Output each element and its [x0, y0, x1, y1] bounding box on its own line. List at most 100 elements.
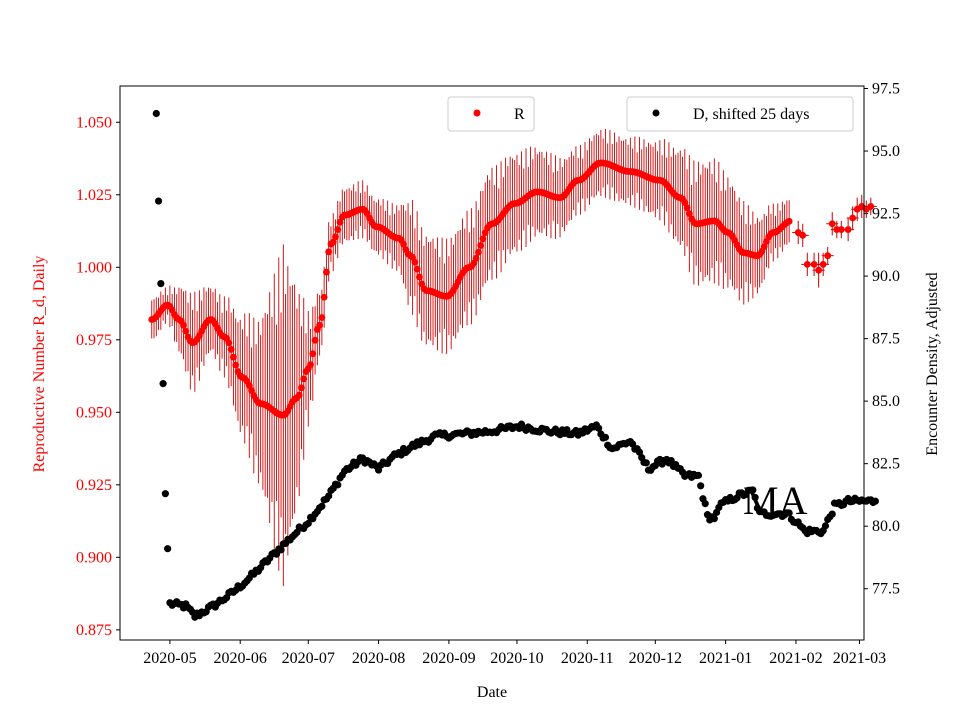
right-y-tick-label: 77.5	[872, 581, 900, 598]
r-point	[819, 260, 827, 268]
r-point	[298, 384, 305, 392]
r-series-points	[148, 159, 793, 419]
d-point	[697, 482, 705, 490]
r-point	[477, 242, 485, 249]
r-point	[329, 238, 337, 246]
r-point	[323, 268, 330, 276]
r-point	[336, 218, 344, 226]
left-y-axis-label: Reproductive Number R_d, Daily	[31, 256, 48, 473]
r-point	[683, 204, 691, 212]
d-point	[293, 528, 301, 537]
d-point	[635, 448, 644, 456]
d-point	[595, 424, 603, 432]
r-point	[295, 391, 303, 399]
r-point	[232, 361, 240, 369]
r-point	[225, 339, 233, 347]
right-y-tick-label: 92.5	[872, 206, 900, 223]
d-point	[154, 197, 163, 205]
r-point	[803, 260, 811, 268]
d-point	[325, 492, 333, 500]
r-point	[307, 361, 314, 369]
r-point	[416, 273, 423, 281]
legend-d-label: D, shifted 25 days	[693, 106, 809, 123]
r-point	[332, 233, 339, 241]
left-y-tick-label: 0.925	[76, 477, 112, 494]
d-point	[701, 500, 709, 508]
d-point	[334, 481, 342, 489]
d-point	[164, 545, 172, 553]
r-point	[472, 254, 480, 262]
left-y-tick-label: 1.000	[76, 259, 112, 276]
r-point	[400, 240, 407, 248]
r-point	[318, 314, 326, 321]
d-point	[601, 433, 610, 441]
r-point	[849, 214, 857, 222]
right-y-tick-label: 85.0	[872, 393, 900, 410]
left-y-tick-label: 0.900	[76, 549, 112, 566]
legend-r-box	[447, 96, 535, 132]
d-point	[159, 380, 167, 388]
r-point	[309, 350, 317, 358]
d-point	[318, 502, 326, 510]
d-point	[157, 279, 165, 288]
r-point	[300, 375, 308, 383]
r-point	[227, 346, 235, 353]
r-point	[681, 199, 689, 206]
legend-d-box	[626, 96, 854, 132]
r-point	[837, 226, 845, 233]
left-y-axis-ticks: 0.875 0.900 0.925 0.950 0.975 1.000 1.025 1.050	[76, 114, 120, 639]
legend-d: D, shifted 25 days	[626, 96, 854, 132]
x-tick-label: 2020-09	[422, 650, 475, 667]
r-point	[785, 217, 793, 225]
legend-d-marker	[652, 109, 660, 117]
r-point	[182, 327, 190, 335]
d-series-points	[152, 109, 879, 621]
x-tick-label: 2021-02	[769, 650, 822, 667]
r-point	[411, 258, 419, 266]
r-point	[799, 231, 807, 239]
r-point	[828, 220, 836, 228]
r-point	[844, 226, 852, 233]
x-axis-ticks: 2020-05 2020-06 2020-07 2020-08 2020-09 2020-…	[143, 640, 886, 667]
r-point	[320, 293, 328, 301]
r-point	[760, 243, 768, 251]
axes-frame	[119, 85, 865, 641]
r-point	[230, 353, 237, 361]
right-y-axis-ticks: 77.5 80.0 82.5 85.0 87.5 90.0 92.5 95.0 97.5	[864, 81, 900, 598]
r-series-errorbars	[151, 128, 790, 587]
right-y-tick-label: 82.5	[872, 456, 900, 473]
legend-r-marker	[473, 109, 481, 117]
r-point	[824, 252, 832, 260]
plot-area	[148, 109, 879, 621]
right-y-tick-label: 95.0	[872, 143, 900, 160]
x-axis-group: 2020-05 2020-06 2020-07 2020-08 2020-09 2020-…	[143, 640, 886, 701]
d-point	[642, 459, 650, 467]
left-y-tick-label: 0.875	[76, 622, 112, 639]
r-series-sparse-points	[792, 194, 877, 288]
r-point	[479, 235, 487, 243]
right-y-tick-label: 97.5	[872, 81, 900, 98]
d-point	[710, 515, 718, 523]
x-tick-label: 2020-06	[214, 650, 267, 667]
x-tick-label: 2020-11	[561, 650, 614, 667]
r-point	[325, 248, 333, 256]
r-point	[311, 336, 319, 344]
d-point	[828, 510, 836, 518]
left-y-axis-group: 0.875 0.900 0.925 0.950 0.975 1.000 1.025 1.050…	[31, 114, 120, 639]
x-tick-label: 2020-07	[282, 650, 335, 667]
x-axis-label: Date	[477, 684, 507, 701]
d-point	[751, 493, 759, 502]
d-point	[821, 522, 830, 530]
d-point	[785, 509, 793, 517]
d-point	[749, 486, 757, 494]
legend-r: R	[447, 96, 535, 132]
r-point	[685, 210, 693, 218]
r-point	[413, 265, 421, 273]
x-tick-label: 2020-10	[490, 650, 543, 667]
right-y-tick-label: 87.5	[872, 331, 900, 348]
right-y-axis-group: 77.5 80.0 82.5 85.0 87.5 90.0 92.5 95.0 97.5 Enc…	[864, 81, 941, 598]
r-point	[316, 321, 324, 329]
x-tick-label: 2020-12	[629, 650, 682, 667]
x-tick-label: 2020-05	[143, 650, 196, 667]
